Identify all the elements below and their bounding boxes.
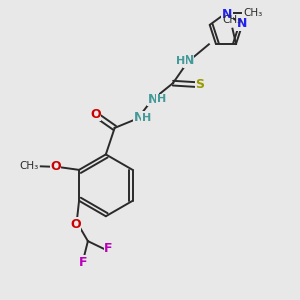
Text: H: H: [142, 113, 151, 123]
Text: O: O: [50, 160, 61, 173]
Text: N: N: [237, 17, 247, 30]
Text: CH₃: CH₃: [223, 14, 242, 25]
Text: N: N: [183, 54, 194, 67]
Text: O: O: [90, 108, 101, 121]
Text: CH₃: CH₃: [244, 8, 263, 18]
Text: N: N: [222, 8, 232, 21]
Text: F: F: [104, 242, 113, 255]
Text: S: S: [196, 78, 205, 91]
Text: N: N: [134, 111, 144, 124]
Text: F: F: [79, 256, 87, 269]
Text: CH₃: CH₃: [20, 161, 39, 171]
Text: H: H: [157, 94, 166, 104]
Text: H: H: [176, 56, 185, 66]
Text: N: N: [148, 93, 158, 106]
Text: O: O: [70, 218, 81, 231]
